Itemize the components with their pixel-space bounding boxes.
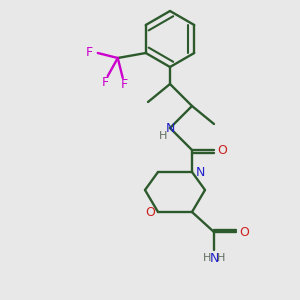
Text: O: O <box>239 226 249 238</box>
Text: N: N <box>165 122 175 134</box>
Text: N: N <box>209 251 219 265</box>
Text: F: F <box>102 76 109 89</box>
Text: N: N <box>195 166 205 178</box>
Text: H: H <box>217 253 225 263</box>
Text: O: O <box>217 143 227 157</box>
Text: F: F <box>121 79 128 92</box>
Text: F: F <box>86 46 93 59</box>
Text: H: H <box>159 131 167 141</box>
Text: H: H <box>203 253 211 263</box>
Text: O: O <box>145 206 155 218</box>
